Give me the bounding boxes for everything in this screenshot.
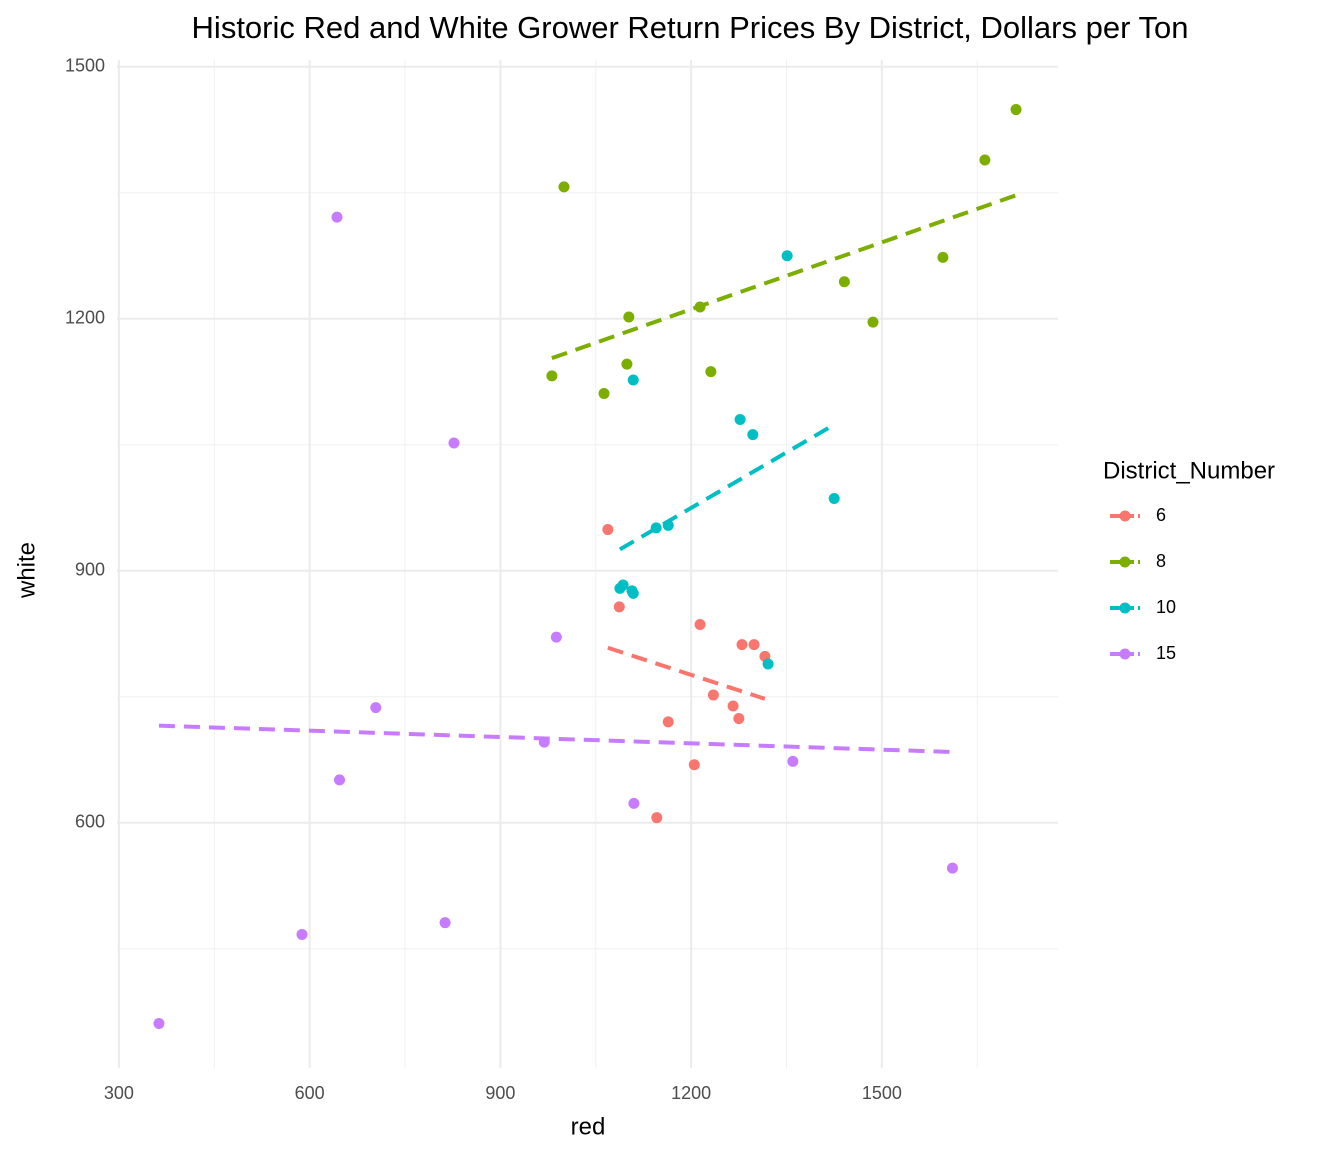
point (621, 358, 633, 370)
x-tick-label: 900 (485, 1083, 515, 1103)
point (946, 862, 958, 874)
point (688, 759, 700, 771)
chart-title: Historic Red and White Grower Return Pri… (192, 10, 1189, 45)
point (623, 311, 635, 323)
point (370, 702, 382, 714)
x-tick-label: 1200 (671, 1083, 711, 1103)
point (627, 587, 639, 599)
y-axis-label: white (13, 542, 40, 599)
point (694, 618, 706, 630)
point (867, 316, 879, 328)
point (598, 387, 610, 399)
legend-title: District_Number (1103, 457, 1275, 484)
point (662, 716, 674, 728)
legend-key-point (1119, 510, 1131, 522)
y-tick-label: 1200 (65, 307, 105, 327)
point (334, 774, 346, 786)
point (296, 928, 308, 940)
point (558, 181, 570, 193)
trend-line (158, 723, 953, 755)
point (747, 429, 759, 441)
legend-key-point (1119, 648, 1131, 660)
point (153, 1017, 165, 1029)
point (979, 154, 991, 166)
point (331, 211, 343, 223)
trend-line (618, 422, 836, 552)
point (727, 700, 739, 712)
point (734, 414, 746, 426)
point (694, 301, 706, 313)
point (838, 276, 850, 288)
point (550, 631, 562, 643)
x-tick-label: 1500 (862, 1083, 902, 1103)
point (617, 579, 629, 591)
legend-label: 15 (1156, 643, 1176, 663)
point (781, 250, 793, 262)
point (787, 755, 799, 767)
legend-label: 10 (1156, 597, 1176, 617)
y-tick-label: 900 (75, 559, 105, 579)
trend-line (607, 645, 766, 701)
legend-key-point (1119, 602, 1131, 614)
x-tick-label: 600 (295, 1083, 325, 1103)
point (613, 601, 625, 613)
point (538, 736, 550, 748)
point (762, 658, 774, 670)
point (651, 812, 663, 824)
point (650, 522, 662, 534)
point (937, 251, 949, 263)
point (705, 366, 717, 378)
point (627, 374, 639, 386)
legend-key-point (1119, 556, 1131, 568)
point (1010, 104, 1022, 116)
y-tick-label: 600 (75, 811, 105, 831)
point (546, 370, 558, 382)
point (439, 917, 451, 929)
y-tick-label: 1500 (65, 55, 105, 75)
point (828, 492, 840, 504)
point (733, 713, 745, 725)
legend-label: 8 (1156, 551, 1166, 571)
point (736, 639, 748, 651)
x-tick-label: 300 (104, 1083, 134, 1103)
point (628, 797, 640, 809)
grid (117, 60, 1058, 1068)
trend-line (551, 193, 1017, 361)
point (748, 639, 760, 651)
point (662, 519, 674, 531)
point (602, 524, 614, 536)
point (707, 689, 719, 701)
x-axis-label: red (571, 1113, 606, 1140)
point (448, 437, 460, 449)
legend-label: 6 (1156, 505, 1166, 525)
